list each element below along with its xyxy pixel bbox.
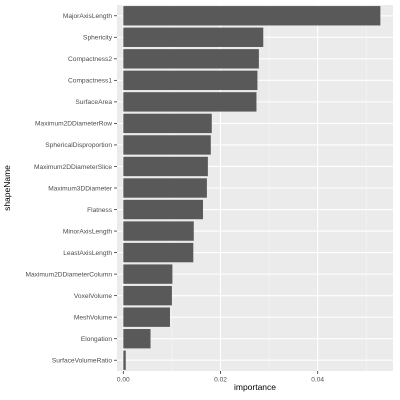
bar-maximum3ddiameter [123,178,207,198]
bar-minoraxislength [123,221,194,241]
bar-voxelvolume [123,285,172,306]
y-tick-label: SurfaceArea [75,99,112,106]
y-tick-label: Maximum2DDiameterSlice [34,164,112,171]
bar-compactness2 [123,49,259,69]
y-tick-label: Maximum2DDiameterRow [35,121,112,128]
x-tick-label: 0.02 [214,377,227,384]
bar-elongation [123,329,151,349]
y-tick-label: Elongation [81,336,112,343]
bar-maximum2ddiametercolumn [123,264,173,284]
y-tick-label: Compactness2 [68,56,112,63]
bar-maximum2ddiameterrow [123,113,212,134]
x-tick-label: 0.04 [311,377,324,384]
x-axis-ticks: 0.00 0.02 0.04 [117,371,324,384]
bar-majoraxislength [123,6,381,26]
bar-sphericity [123,27,264,47]
bar-leastaxislength [123,242,194,263]
bars [123,6,381,370]
y-axis-ticks: MajorAxisLength Sphericity Compactness2 Com… [26,13,117,365]
x-axis-title: importance [234,382,276,392]
x-tick-label: 0.00 [117,377,130,384]
y-tick-label: Maximum3DDiameter [48,185,113,192]
bar-surfacearea [123,92,257,112]
y-tick-label: MinorAxisLength [63,228,112,235]
y-tick-label: SurfaceVolumeRatio [52,358,112,365]
y-axis-title: shapeName [2,165,12,211]
bar-flatness [123,199,204,220]
y-tick-label: SphericalDisproportion [45,142,112,149]
y-tick-label: Flatness [87,207,113,214]
bar-maximum2ddiameterslice [123,156,208,177]
bar-compactness1 [123,70,258,91]
y-tick-label: Sphericity [83,35,113,42]
y-tick-label: MajorAxisLength [63,13,112,20]
y-tick-label: Compactness1 [68,78,112,85]
y-tick-label: Maximum2DDiameterColumn [26,271,113,278]
bar-meshvolume [123,307,170,327]
y-tick-label: LeastAxisLength [63,250,112,257]
bar-surfacevolumeratio [123,350,126,370]
y-tick-label: VoxelVolume [74,293,112,300]
y-tick-label: MeshVolume [74,314,112,321]
bar-sphericaldisproportion [123,135,211,155]
